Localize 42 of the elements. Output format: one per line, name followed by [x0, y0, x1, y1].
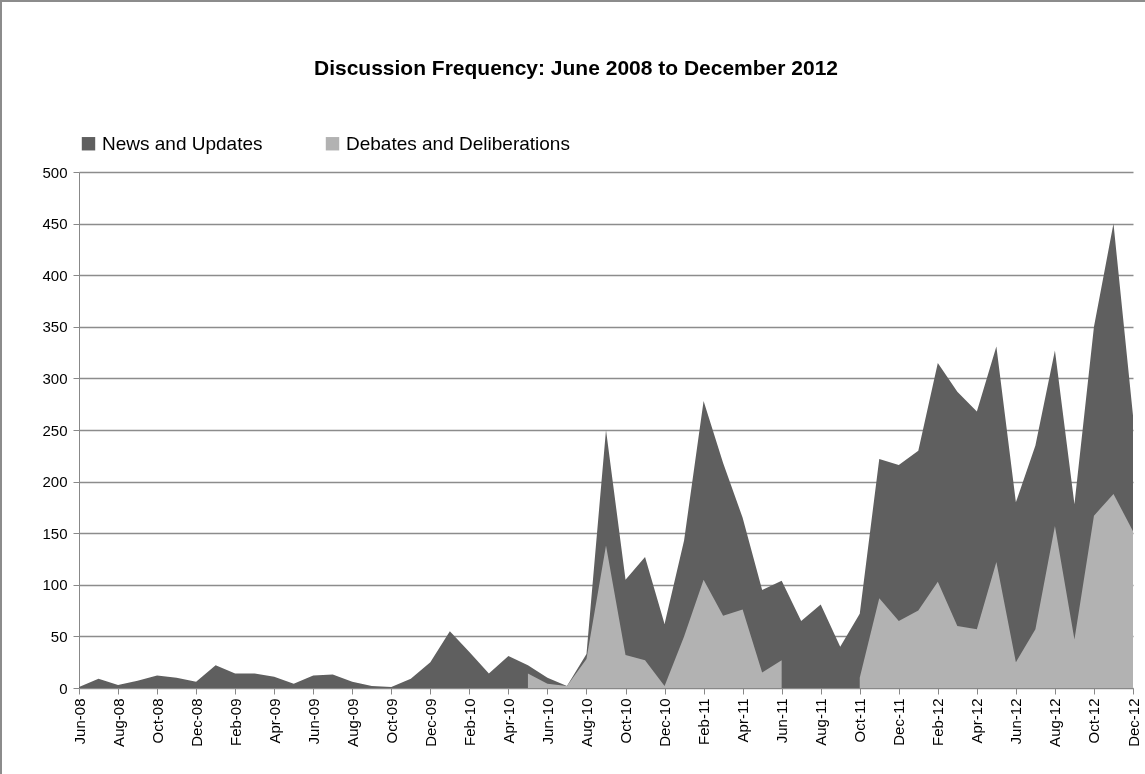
x-tick-label: Apr-11	[734, 698, 752, 743]
y-tick-label: 0	[59, 679, 68, 697]
y-tick-label: 150	[42, 524, 68, 542]
y-tick-label: 300	[42, 369, 68, 387]
chart-title: Discussion Frequency: June 2008 to December 2012	[313, 56, 839, 79]
x-tick-label: Aug-10	[577, 698, 595, 747]
x-tick-label: Aug-08	[109, 698, 127, 747]
x-tick-label: Jun-12	[1007, 698, 1025, 745]
x-tick-label: Oct-09	[382, 698, 400, 744]
y-tick-label: 50	[50, 627, 68, 645]
x-tick-label: Oct-11	[851, 698, 869, 743]
x-tick-label: Jun-11	[773, 698, 791, 744]
x-tick-label: Aug-12	[1046, 698, 1064, 747]
x-tick-label: Aug-09	[343, 698, 361, 747]
x-tick-label: Dec-09	[421, 698, 439, 747]
x-tick-label: Dec-10	[656, 698, 674, 747]
x-tick-label: Jun-09	[304, 698, 322, 745]
y-tick-label: 200	[42, 473, 68, 491]
y-tick-label: 500	[42, 163, 68, 181]
x-tick-label: Dec-11	[890, 698, 908, 746]
legend-label: Debates and Deliberations	[346, 132, 570, 154]
x-tick-label: Apr-12	[968, 698, 986, 744]
x-tick-label: Dec-12	[1124, 698, 1142, 747]
x-tick-label: Oct-10	[617, 698, 635, 744]
x-tick-label: Oct-12	[1085, 698, 1103, 744]
y-tick-label: 400	[42, 266, 68, 284]
x-tick-label: Oct-08	[148, 698, 166, 744]
x-tick-label: Feb-10	[460, 698, 478, 747]
y-tick-label: 250	[42, 421, 68, 439]
x-tick-label: Feb-11	[695, 698, 713, 745]
y-tick-label: 350	[42, 318, 68, 336]
x-tick-label: Feb-09	[226, 698, 244, 747]
x-tick-label: Aug-11	[812, 698, 830, 746]
legend-label: News and Updates	[102, 132, 263, 154]
x-tick-label: Jun-08	[70, 698, 88, 745]
y-tick-label: 450	[42, 215, 68, 233]
x-tick-label: Feb-12	[929, 698, 947, 747]
y-tick-label: 100	[42, 576, 68, 594]
x-tick-label: Apr-10	[499, 698, 517, 744]
x-tick-label: Apr-09	[265, 698, 283, 744]
x-tick-label: Dec-08	[187, 698, 205, 747]
x-tick-label: Jun-10	[538, 698, 556, 745]
